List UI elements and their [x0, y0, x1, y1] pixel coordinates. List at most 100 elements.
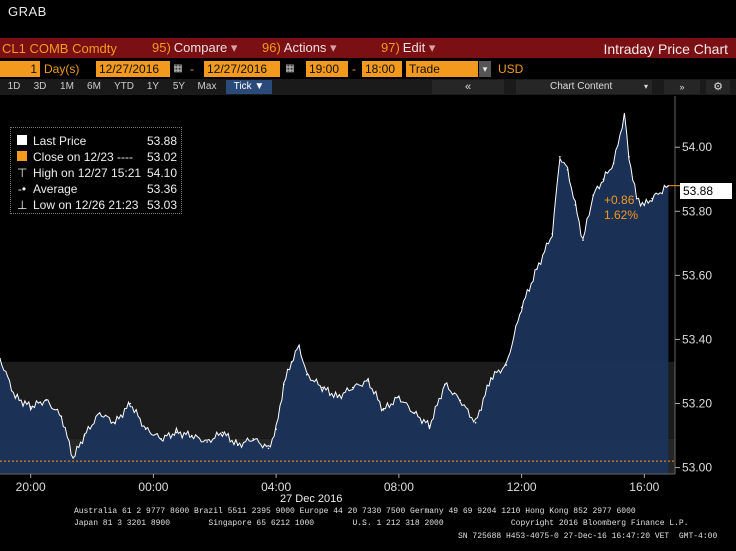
price-point-36: [505, 364, 508, 366]
price-point-49: [635, 197, 638, 200]
edit-menu[interactable]: 97) Edit ▾: [381, 40, 435, 56]
period-unit-select[interactable]: Day(s): [44, 61, 94, 77]
x-tick-label-2: 04:00: [261, 480, 291, 494]
scroll-right-icon[interactable]: »: [664, 80, 700, 94]
price-point-11: [160, 438, 162, 440]
y-tick-label-4: 53.80: [682, 204, 712, 218]
range-6m-button[interactable]: 6M: [87, 81, 101, 92]
price-point-29: [398, 396, 400, 398]
y-tick-label-1: 53.20: [682, 397, 712, 411]
legend-high: ⊤ High on 12/27 15:21 54.10: [17, 166, 177, 180]
price-line: [0, 112, 669, 459]
price-point-50: [643, 204, 646, 206]
time-range-dash: -: [352, 61, 362, 77]
change-value: +0.86: [604, 193, 635, 207]
price-point-41: [566, 168, 569, 171]
legend-close-value: 53.02: [146, 150, 177, 164]
price-point-17: [252, 438, 254, 440]
date-range-dash: -: [190, 61, 200, 77]
edit-caret-icon: ▾: [425, 40, 436, 55]
actions-menu-label: Actions: [283, 40, 327, 55]
chart-title: Intraday Price Chart: [603, 41, 729, 57]
compare-menu-number: 95): [152, 40, 171, 55]
edit-menu-label: Edit: [402, 40, 426, 55]
calendar-icon[interactable]: ▦: [285, 63, 295, 74]
price-point-45: [602, 178, 605, 181]
range-1m-button[interactable]: 1M: [60, 81, 74, 92]
chart-content-label: Chart Content: [550, 81, 613, 92]
legend-last-price-label: Last Price: [33, 134, 87, 148]
price-chart[interactable]: 53.00 53.20 53.40 53.60 53.80 54.00 20:00 00:0…: [0, 96, 736, 506]
x-tick-label-3: 08:00: [384, 480, 414, 494]
price-point-16: [237, 444, 239, 447]
end-time-field[interactable]: 18:00: [362, 61, 402, 77]
settings-gear-icon[interactable]: ⚙: [706, 80, 730, 94]
legend-low-label: Low on 12/26 21:23: [33, 198, 139, 212]
price-point-0: [0, 357, 1, 360]
price-point-34: [474, 421, 477, 424]
price-point-2: [29, 405, 32, 408]
start-date-field[interactable]: 12/27/2016: [96, 61, 170, 77]
price-point-10: [144, 428, 147, 431]
legend-close: Close on 12/23 ---- 53.02: [17, 150, 177, 164]
range-5y-button[interactable]: 5Y: [172, 81, 186, 92]
price-point-12: [175, 431, 178, 434]
collapse-button[interactable]: «: [432, 80, 504, 94]
low-marker-icon: ⊥: [17, 198, 28, 212]
compare-menu-label: Compare: [173, 40, 228, 55]
period-value-field[interactable]: 1: [0, 61, 40, 77]
start-time-field[interactable]: 19:00: [306, 61, 348, 77]
window-title: GRAB: [8, 4, 47, 19]
x-tick-label-4: 12:00: [507, 480, 537, 494]
price-point-21: [290, 361, 293, 363]
chart-content-dropdown-icon: ▾: [643, 82, 648, 91]
price-point-46: [612, 162, 615, 165]
price-point-22: [298, 345, 300, 347]
price-point-18: [267, 447, 270, 450]
price-point-37: [520, 306, 523, 309]
price-point-47: [623, 114, 626, 116]
price-point-32: [444, 383, 446, 386]
price-point-43: [582, 239, 584, 241]
legend-last-price-value: 53.88: [146, 134, 177, 148]
range-toolbar: 1D 3D 1M 6M YTD 1Y 5Y Max Tick ▼ « Chart…: [0, 79, 736, 95]
legend-high-label: High on 12/27 15:21: [33, 166, 142, 180]
ticker-field[interactable]: CL1 COMB Comdty: [2, 41, 117, 56]
price-point-26: [352, 386, 354, 389]
compare-menu[interactable]: 95) Compare ▾: [152, 40, 237, 56]
range-3d-button[interactable]: 3D: [33, 81, 47, 92]
range-ytd-button[interactable]: YTD: [114, 81, 134, 92]
price-point-44: [592, 194, 594, 197]
end-date-field[interactable]: 12/27/2016: [204, 61, 280, 77]
interval-label: Tick: [233, 81, 252, 92]
actions-menu[interactable]: 96) Actions ▾: [262, 40, 337, 56]
edit-menu-number: 97): [381, 40, 400, 55]
range-1y-button[interactable]: 1Y: [146, 81, 160, 92]
footer-contacts-line: Australia 61 2 9777 8600 Brazil 5511 239…: [74, 507, 636, 516]
legend-low: ⊥ Low on 12/26 21:23 53.03: [17, 198, 177, 212]
calendar-icon[interactable]: ▦: [173, 63, 183, 74]
chart-content-menu[interactable]: Chart Content ▾: [516, 80, 652, 94]
range-1d-button[interactable]: 1D: [7, 81, 21, 92]
interval-select[interactable]: Tick ▼: [226, 80, 272, 94]
price-point-8: [114, 421, 116, 424]
last-price-tag: 53.88: [680, 183, 732, 199]
range-max-button[interactable]: Max: [197, 81, 217, 92]
price-point-40: [559, 156, 561, 158]
price-point-30: [413, 412, 416, 414]
currency-field[interactable]: USD: [498, 61, 528, 77]
price-point-4: [60, 415, 63, 418]
legend-close-label: Close on 12/23 ----: [33, 150, 134, 164]
price-point-25: [336, 396, 339, 398]
legend-average-value: 53.36: [146, 182, 177, 196]
chart-legend: Last Price 53.88 Close on 12/23 ---- 53.02…: [10, 127, 182, 214]
high-marker-icon: ⊤: [17, 166, 28, 180]
price-point-20: [283, 383, 285, 386]
x-tick-label-1: 00:00: [138, 480, 168, 494]
market-dropdown-icon[interactable]: ▾: [479, 61, 491, 77]
price-point-42: [574, 204, 577, 206]
legend-average-label: Average: [33, 182, 78, 196]
x-axis-date-label: 27 Dec 2016: [280, 493, 343, 505]
market-select[interactable]: Trade: [406, 61, 478, 77]
price-point-9: [129, 402, 132, 405]
